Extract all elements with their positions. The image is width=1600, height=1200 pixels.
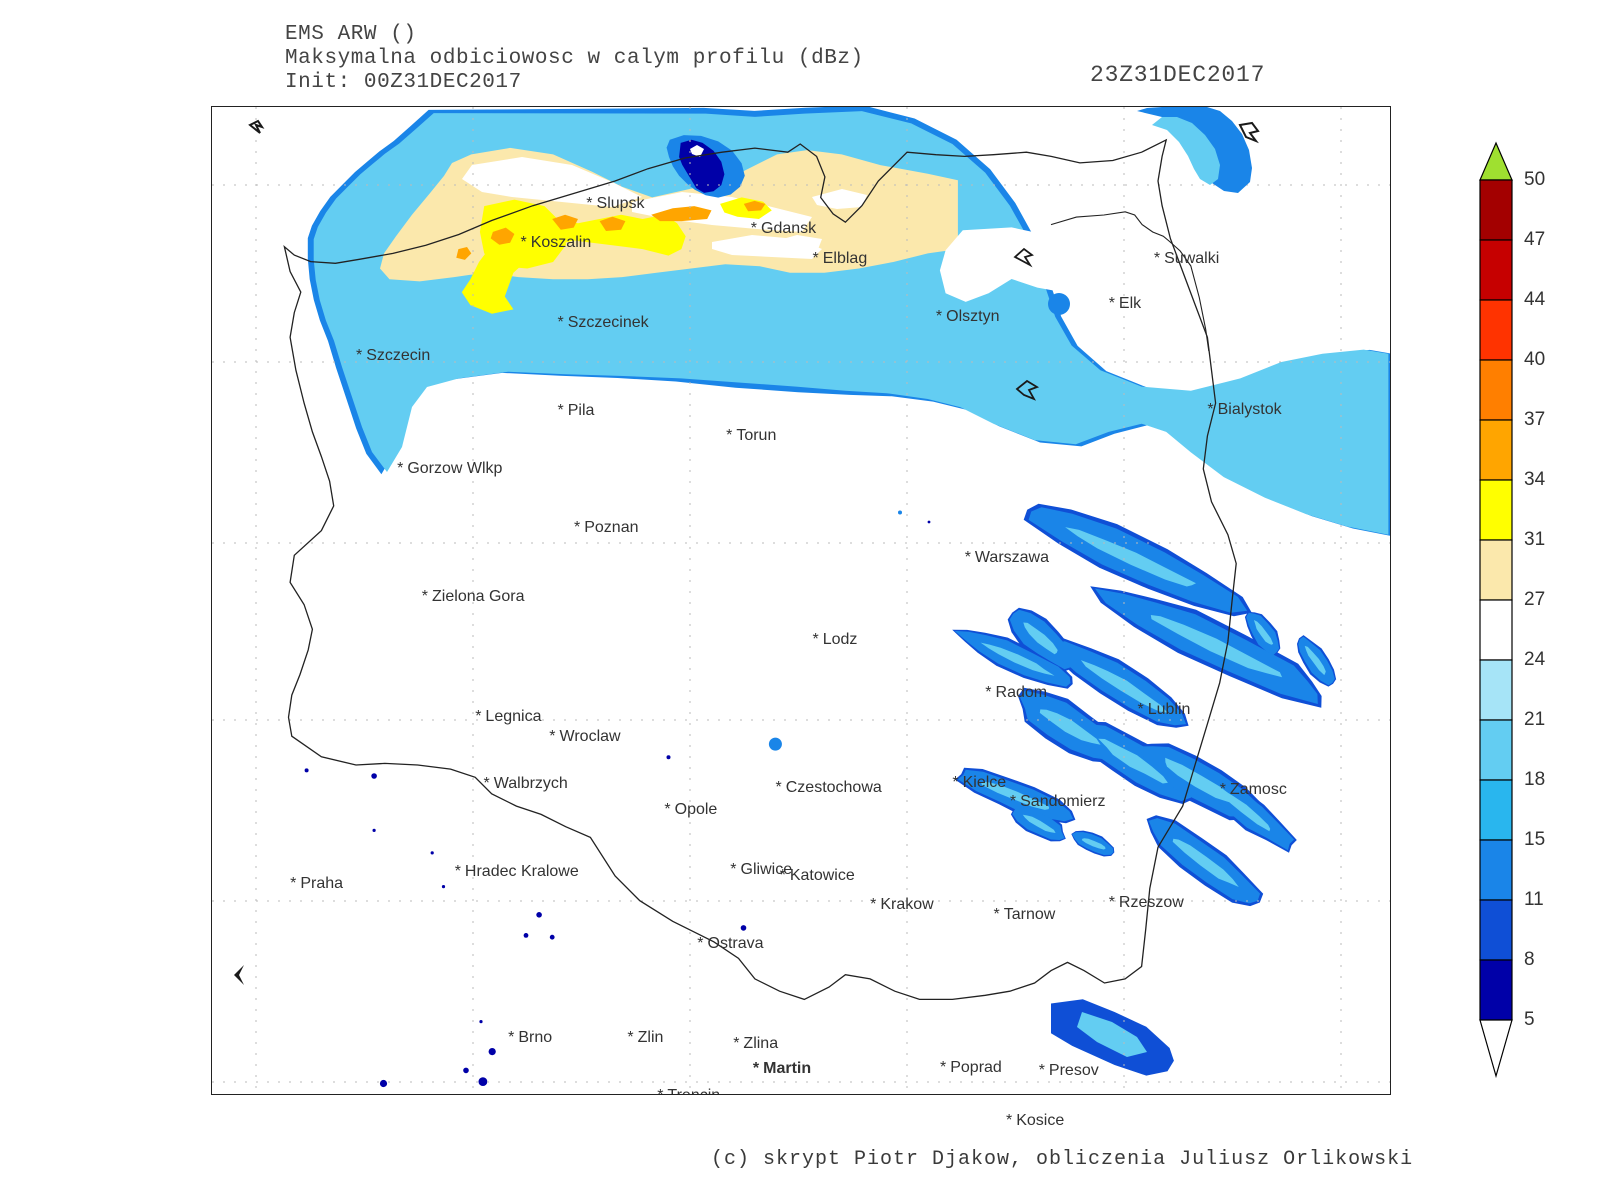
svg-text:34: 34	[1524, 469, 1546, 490]
svg-text:18: 18	[1524, 769, 1545, 790]
svg-text:24: 24	[1524, 649, 1546, 670]
svg-text:5: 5	[1524, 1009, 1535, 1030]
svg-text:8: 8	[1524, 949, 1535, 970]
svg-text:47: 47	[1524, 229, 1545, 250]
svg-text:21: 21	[1524, 709, 1545, 730]
svg-text:15: 15	[1524, 829, 1545, 850]
svg-text:27: 27	[1524, 589, 1545, 610]
svg-text:37: 37	[1524, 409, 1545, 430]
svg-text:40: 40	[1524, 349, 1545, 370]
svg-text:50: 50	[1524, 169, 1545, 190]
svg-text:44: 44	[1524, 289, 1546, 310]
svg-text:31: 31	[1524, 529, 1545, 550]
svg-text:11: 11	[1524, 889, 1544, 910]
